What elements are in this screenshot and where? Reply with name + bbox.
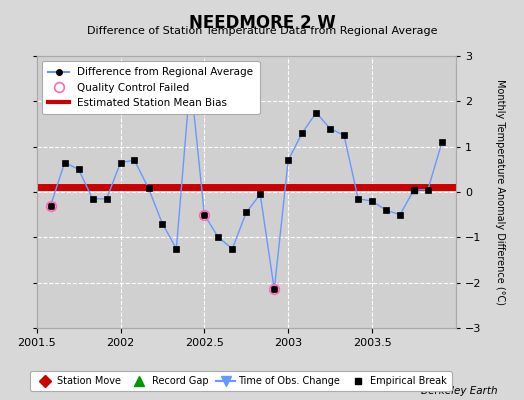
Text: NEEDMORE 2 W: NEEDMORE 2 W [189,14,335,32]
Legend: Difference from Regional Average, Quality Control Failed, Estimated Station Mean: Difference from Regional Average, Qualit… [42,61,259,114]
Text: Berkeley Earth: Berkeley Earth [421,386,498,396]
Legend: Station Move, Record Gap, Time of Obs. Change, Empirical Break: Station Move, Record Gap, Time of Obs. C… [30,372,452,391]
Text: Difference of Station Temperature Data from Regional Average: Difference of Station Temperature Data f… [87,26,437,36]
Y-axis label: Monthly Temperature Anomaly Difference (°C): Monthly Temperature Anomaly Difference (… [495,79,505,305]
